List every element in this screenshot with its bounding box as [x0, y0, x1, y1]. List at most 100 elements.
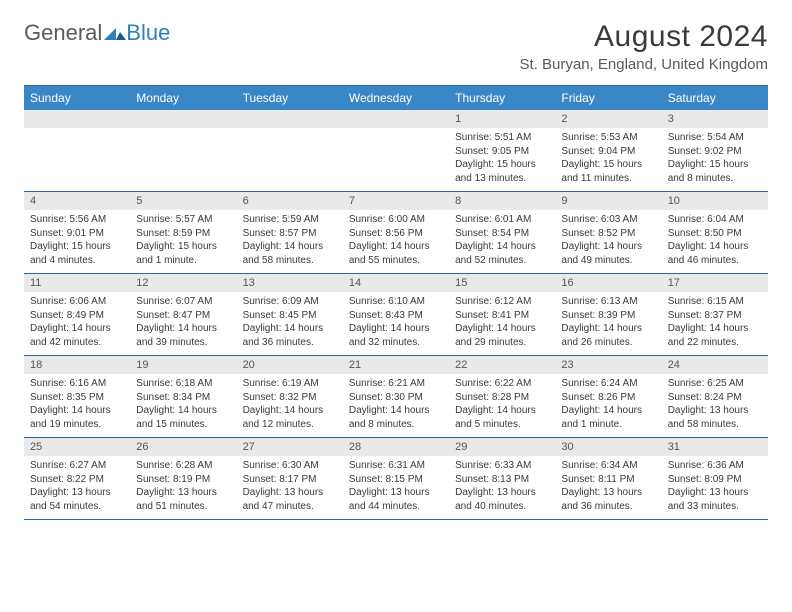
calendar-day-cell: 21Sunrise: 6:21 AMSunset: 8:30 PMDayligh…	[343, 356, 449, 438]
sunrise-text: Sunrise: 5:56 AM	[30, 213, 124, 227]
sunrise-text: Sunrise: 6:36 AM	[668, 459, 762, 473]
day-content: Sunrise: 6:22 AMSunset: 8:28 PMDaylight:…	[449, 374, 555, 437]
day-content: Sunrise: 6:10 AMSunset: 8:43 PMDaylight:…	[343, 292, 449, 355]
calendar-day-cell: 18Sunrise: 6:16 AMSunset: 8:35 PMDayligh…	[24, 356, 130, 438]
calendar-day-cell: 13Sunrise: 6:09 AMSunset: 8:45 PMDayligh…	[237, 274, 343, 356]
calendar-day-cell	[24, 110, 130, 192]
calendar-day-cell: 29Sunrise: 6:33 AMSunset: 8:13 PMDayligh…	[449, 438, 555, 520]
calendar-day-cell: 6Sunrise: 5:59 AMSunset: 8:57 PMDaylight…	[237, 192, 343, 274]
calendar-day-cell: 5Sunrise: 5:57 AMSunset: 8:59 PMDaylight…	[130, 192, 236, 274]
sunrise-text: Sunrise: 6:03 AM	[561, 213, 655, 227]
calendar-day-cell: 1Sunrise: 5:51 AMSunset: 9:05 PMDaylight…	[449, 110, 555, 192]
sunrise-text: Sunrise: 6:04 AM	[668, 213, 762, 227]
day-content: Sunrise: 6:01 AMSunset: 8:54 PMDaylight:…	[449, 210, 555, 273]
day-content: Sunrise: 6:33 AMSunset: 8:13 PMDaylight:…	[449, 456, 555, 519]
sunrise-text: Sunrise: 6:09 AM	[243, 295, 337, 309]
day-number: 8	[449, 192, 555, 210]
sunrise-text: Sunrise: 6:10 AM	[349, 295, 443, 309]
day-number: 11	[24, 274, 130, 292]
daylight-text: Daylight: 15 hours and 11 minutes.	[561, 158, 655, 185]
sunrise-text: Sunrise: 6:28 AM	[136, 459, 230, 473]
day-number: 3	[662, 110, 768, 128]
day-number: 13	[237, 274, 343, 292]
sunset-text: Sunset: 9:02 PM	[668, 145, 762, 159]
day-number	[24, 110, 130, 128]
day-number: 23	[555, 356, 661, 374]
daylight-text: Daylight: 13 hours and 44 minutes.	[349, 486, 443, 513]
day-number: 2	[555, 110, 661, 128]
sunset-text: Sunset: 8:56 PM	[349, 227, 443, 241]
day-content: Sunrise: 5:56 AMSunset: 9:01 PMDaylight:…	[24, 210, 130, 273]
sunset-text: Sunset: 8:28 PM	[455, 391, 549, 405]
day-content: Sunrise: 6:19 AMSunset: 8:32 PMDaylight:…	[237, 374, 343, 437]
daylight-text: Daylight: 13 hours and 58 minutes.	[668, 404, 762, 431]
daylight-text: Daylight: 13 hours and 36 minutes.	[561, 486, 655, 513]
day-number: 29	[449, 438, 555, 456]
day-number: 12	[130, 274, 236, 292]
calendar-week-row: 1Sunrise: 5:51 AMSunset: 9:05 PMDaylight…	[24, 110, 768, 192]
day-number	[130, 110, 236, 128]
sunrise-text: Sunrise: 6:25 AM	[668, 377, 762, 391]
daylight-text: Daylight: 14 hours and 22 minutes.	[668, 322, 762, 349]
calendar-page: General Blue August 2024 St. Buryan, Eng…	[0, 0, 792, 540]
day-content: Sunrise: 5:57 AMSunset: 8:59 PMDaylight:…	[130, 210, 236, 273]
daylight-text: Daylight: 14 hours and 12 minutes.	[243, 404, 337, 431]
day-number: 21	[343, 356, 449, 374]
daylight-text: Daylight: 14 hours and 49 minutes.	[561, 240, 655, 267]
sunrise-text: Sunrise: 6:16 AM	[30, 377, 124, 391]
day-number: 16	[555, 274, 661, 292]
day-number: 31	[662, 438, 768, 456]
daylight-text: Daylight: 14 hours and 58 minutes.	[243, 240, 337, 267]
calendar-day-cell: 19Sunrise: 6:18 AMSunset: 8:34 PMDayligh…	[130, 356, 236, 438]
sunset-text: Sunset: 8:52 PM	[561, 227, 655, 241]
calendar-day-cell	[237, 110, 343, 192]
day-number: 25	[24, 438, 130, 456]
daylight-text: Daylight: 14 hours and 36 minutes.	[243, 322, 337, 349]
day-content: Sunrise: 6:12 AMSunset: 8:41 PMDaylight:…	[449, 292, 555, 355]
sunrise-text: Sunrise: 6:24 AM	[561, 377, 655, 391]
calendar-day-cell: 31Sunrise: 6:36 AMSunset: 8:09 PMDayligh…	[662, 438, 768, 520]
daylight-text: Daylight: 13 hours and 47 minutes.	[243, 486, 337, 513]
day-number: 26	[130, 438, 236, 456]
sunset-text: Sunset: 8:43 PM	[349, 309, 443, 323]
day-number: 17	[662, 274, 768, 292]
day-content: Sunrise: 6:36 AMSunset: 8:09 PMDaylight:…	[662, 456, 768, 519]
calendar-day-cell: 4Sunrise: 5:56 AMSunset: 9:01 PMDaylight…	[24, 192, 130, 274]
day-number: 20	[237, 356, 343, 374]
daylight-text: Daylight: 14 hours and 19 minutes.	[30, 404, 124, 431]
logo-text-part1: General	[24, 20, 102, 46]
calendar-week-row: 18Sunrise: 6:16 AMSunset: 8:35 PMDayligh…	[24, 356, 768, 438]
page-title: August 2024	[520, 20, 768, 54]
weekday-header: Sunday	[24, 86, 130, 111]
sunset-text: Sunset: 8:34 PM	[136, 391, 230, 405]
day-number: 19	[130, 356, 236, 374]
day-content: Sunrise: 6:09 AMSunset: 8:45 PMDaylight:…	[237, 292, 343, 355]
sunrise-text: Sunrise: 6:12 AM	[455, 295, 549, 309]
day-number: 27	[237, 438, 343, 456]
day-content: Sunrise: 6:21 AMSunset: 8:30 PMDaylight:…	[343, 374, 449, 437]
daylight-text: Daylight: 15 hours and 8 minutes.	[668, 158, 762, 185]
day-content: Sunrise: 6:18 AMSunset: 8:34 PMDaylight:…	[130, 374, 236, 437]
sunset-text: Sunset: 8:19 PM	[136, 473, 230, 487]
calendar-day-cell: 25Sunrise: 6:27 AMSunset: 8:22 PMDayligh…	[24, 438, 130, 520]
calendar-day-cell: 15Sunrise: 6:12 AMSunset: 8:41 PMDayligh…	[449, 274, 555, 356]
calendar-day-cell: 26Sunrise: 6:28 AMSunset: 8:19 PMDayligh…	[130, 438, 236, 520]
calendar-day-cell: 2Sunrise: 5:53 AMSunset: 9:04 PMDaylight…	[555, 110, 661, 192]
calendar-day-cell: 12Sunrise: 6:07 AMSunset: 8:47 PMDayligh…	[130, 274, 236, 356]
calendar-day-cell: 24Sunrise: 6:25 AMSunset: 8:24 PMDayligh…	[662, 356, 768, 438]
sunset-text: Sunset: 8:11 PM	[561, 473, 655, 487]
sunrise-text: Sunrise: 5:54 AM	[668, 131, 762, 145]
day-content: Sunrise: 6:31 AMSunset: 8:15 PMDaylight:…	[343, 456, 449, 519]
calendar-week-row: 4Sunrise: 5:56 AMSunset: 9:01 PMDaylight…	[24, 192, 768, 274]
header: General Blue August 2024 St. Buryan, Eng…	[24, 20, 768, 73]
sunset-text: Sunset: 8:39 PM	[561, 309, 655, 323]
daylight-text: Daylight: 14 hours and 42 minutes.	[30, 322, 124, 349]
calendar-day-cell: 22Sunrise: 6:22 AMSunset: 8:28 PMDayligh…	[449, 356, 555, 438]
sunset-text: Sunset: 9:01 PM	[30, 227, 124, 241]
calendar-day-cell: 14Sunrise: 6:10 AMSunset: 8:43 PMDayligh…	[343, 274, 449, 356]
sunrise-text: Sunrise: 6:18 AM	[136, 377, 230, 391]
weekday-header: Saturday	[662, 86, 768, 111]
calendar-day-cell: 30Sunrise: 6:34 AMSunset: 8:11 PMDayligh…	[555, 438, 661, 520]
day-number	[237, 110, 343, 128]
calendar-day-cell: 3 Sunrise: 5:54 AMSunset: 9:02 PMDaylight…	[662, 110, 768, 192]
